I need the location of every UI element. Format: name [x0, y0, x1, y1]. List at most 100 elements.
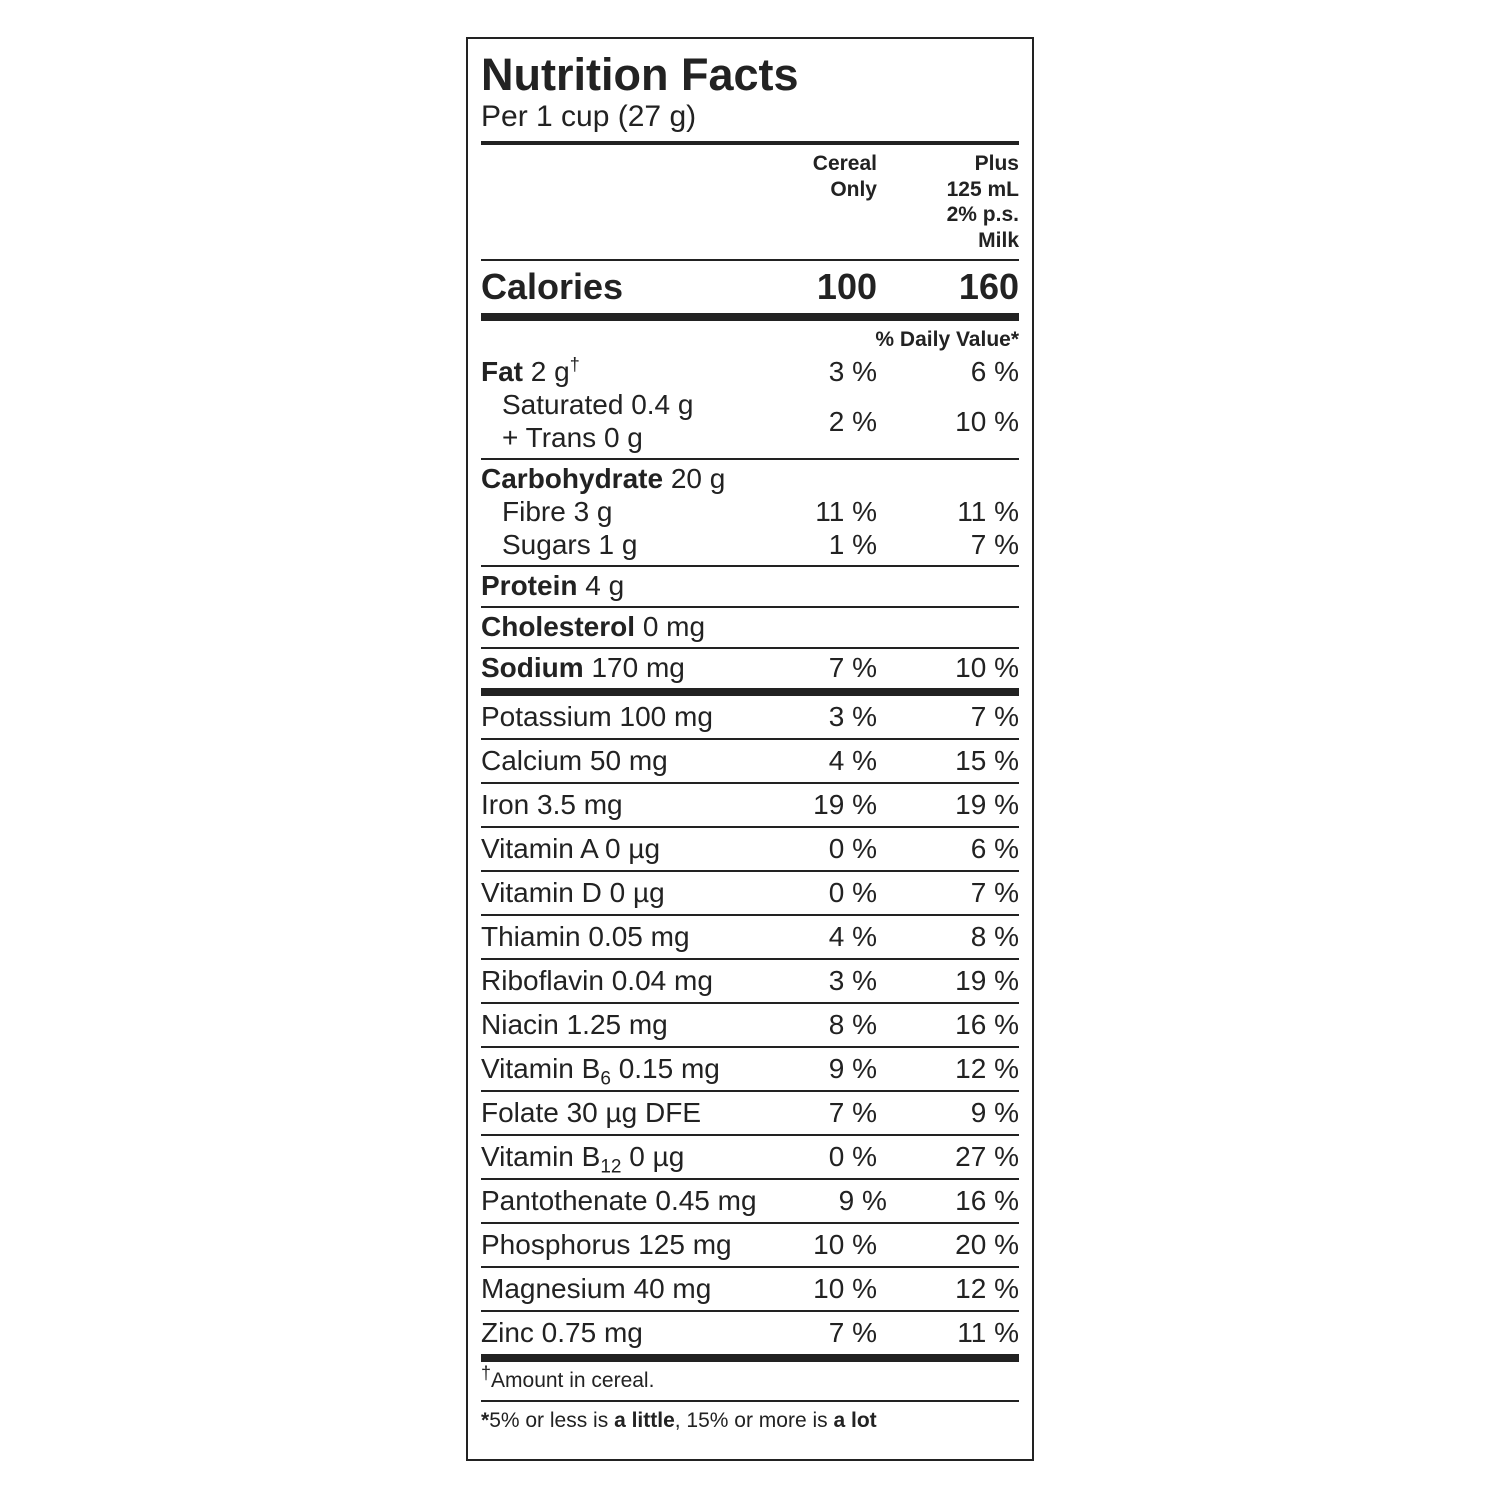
micronutrient-name: Thiamin 0.05 mg — [481, 921, 737, 953]
daily-value: 11 % — [815, 496, 877, 527]
nutrient-row: Saturated 0.4 g + Trans 0 g 2 % 10 % — [481, 388, 1019, 454]
micronutrient-text: Thiamin 0.05 mg — [481, 921, 690, 952]
serving: Per 1 cup (27 g) — [481, 99, 1019, 145]
nutrient-row: Protein 4 g — [481, 569, 1019, 602]
nutrient-name: Fat 2 g† — [481, 355, 737, 388]
micronutrient-text: Niacin 1.25 mg — [481, 1009, 668, 1040]
daily-value-header: % Daily Value* — [875, 328, 1019, 351]
nutrient-section: Sodium 170 mg 7 % 10 % — [481, 649, 1019, 696]
calories-label: Calories — [481, 266, 624, 307]
micronutrient-text: Phosphorus 125 mg — [481, 1229, 732, 1260]
micronutrient-row: Vitamin B6 0.15 mg 9 % 12 % — [481, 1048, 1019, 1092]
daily-value: 19 % — [955, 965, 1019, 996]
column-label: Plus 125 mL 2% p.s. Milk — [877, 151, 1019, 253]
nutrient-row: Carbohydrate 20 g — [481, 462, 1019, 495]
footnote-text: a little — [614, 1409, 675, 1432]
footnote: *5% or less is a little, 15% or more is … — [481, 1402, 1019, 1440]
daily-value: 19 % — [955, 789, 1019, 820]
daily-value: 10 % — [813, 1273, 877, 1304]
micronutrient-row: Phosphorus 125 mg 10 % 20 % — [481, 1224, 1019, 1268]
micronutrient-name: Vitamin D 0 µg — [481, 877, 737, 909]
daily-value: 12 % — [955, 1053, 1019, 1084]
daily-value: 10 % — [813, 1229, 877, 1260]
nutrition-label: Nutrition Facts Per 1 cup (27 g) Cereal O… — [466, 37, 1034, 1461]
daily-value: 9 % — [838, 1185, 887, 1216]
micronutrient-row: Pantothenate 0.45 mg 9 % 16 % — [481, 1180, 1019, 1224]
nutrient-bold: Sodium — [481, 652, 584, 683]
micronutrient-row: Iron 3.5 mg 19 % 19 % — [481, 784, 1019, 828]
column-label-line: 125 mL — [946, 177, 1019, 201]
micronutrient-amount: 0.15 mg — [618, 1053, 720, 1084]
micronutrient-name: Phosphorus 125 mg — [481, 1229, 737, 1261]
nutrient-name: Carbohydrate 20 g — [481, 462, 737, 495]
daily-value: 7 % — [828, 1097, 877, 1128]
micronutrient-text: Zinc 0.75 mg — [481, 1317, 643, 1348]
daily-value: 7 % — [828, 1317, 877, 1348]
micronutrient-row: Magnesium 40 mg 10 % 12 % — [481, 1268, 1019, 1312]
micronutrient-row: Potassium 100 mg 3 % 7 % — [481, 696, 1019, 740]
micronutrient-text: Calcium 50 mg — [481, 745, 668, 776]
daily-value: 9 % — [970, 1097, 1019, 1128]
calories-value: 100 — [816, 266, 877, 307]
daily-value: 7 % — [970, 877, 1019, 908]
micronutrient-text: Iron 3.5 mg — [481, 789, 623, 820]
nutrient-lines: Saturated 0.4 g + Trans 0 g — [502, 388, 737, 454]
micronutrient-row: Niacin 1.25 mg 8 % 16 % — [481, 1004, 1019, 1048]
micronutrient-text: Vitamin B — [481, 1141, 601, 1172]
daily-value: 8 % — [970, 921, 1019, 952]
nutrient-amount: 2 g — [530, 356, 570, 387]
daily-value: 1 % — [828, 529, 877, 560]
micronutrient-row: Vitamin D 0 µg 0 % 7 % — [481, 872, 1019, 916]
nutrient-section: Fat 2 g† 3 % 6 % Saturated 0.4 g + Trans 0 g… — [481, 353, 1019, 460]
nutrient-name: Cholesterol 0 mg — [481, 610, 737, 643]
micronutrient-name: Vitamin B6 0.15 mg — [481, 1053, 737, 1089]
micronutrient-text: Folate 30 µg DFE — [481, 1097, 702, 1128]
column-label-line: 2% p.s. — [946, 203, 1019, 226]
micronutrient-text: Pantothenate 0.45 mg — [481, 1185, 757, 1216]
column-label-line: Plus — [974, 152, 1019, 175]
nutrient-amount: 170 mg — [591, 652, 685, 683]
nutrient-section: Carbohydrate 20 g Fibre 3 g 11 % 11 % Sugars… — [481, 460, 1019, 567]
calories-value: 160 — [958, 266, 1019, 307]
daily-value: 11 % — [957, 1317, 1019, 1348]
micronutrient-name: Vitamin A 0 µg — [481, 833, 737, 865]
nutrient-bold: Cholesterol — [481, 611, 636, 642]
nutrient-row: Sodium 170 mg 7 % 10 % — [481, 651, 1019, 684]
micronutrient-name: Iron 3.5 mg — [481, 789, 737, 821]
nutrient-name: Sodium 170 mg — [481, 651, 737, 684]
micronutrient-row: Thiamin 0.05 mg 4 % 8 % — [481, 916, 1019, 960]
daily-value: 27 % — [955, 1141, 1019, 1172]
calories-row: Calories 100 160 — [481, 261, 1019, 321]
micronutrient-name: Zinc 0.75 mg — [481, 1317, 737, 1349]
nutrient-line: + Trans 0 g — [502, 422, 643, 453]
micronutrient-text: Riboflavin 0.04 mg — [481, 965, 713, 996]
daily-value: 10 % — [955, 652, 1019, 683]
daily-value: 3 % — [828, 356, 877, 387]
nutrient-name: Saturated 0.4 g + Trans 0 g — [481, 388, 737, 454]
footnote-mark: * — [481, 1409, 490, 1432]
nutrient-amount: 4 g — [585, 570, 625, 601]
daily-value: 15 % — [955, 745, 1019, 776]
micronutrient-name: Magnesium 40 mg — [481, 1273, 737, 1305]
daily-value: 7 % — [970, 701, 1019, 732]
nutrient-bold: Protein — [481, 570, 578, 601]
daily-value: 3 % — [828, 701, 877, 732]
nutrient-row: Sugars 1 g 1 % 7 % — [481, 528, 1019, 561]
nutrient-amount: 20 g — [670, 463, 726, 494]
nutrient-name: Protein 4 g — [481, 569, 737, 602]
daily-value: 4 % — [828, 921, 877, 952]
daily-value: 20 % — [955, 1229, 1019, 1260]
footnote-text: 5% or less is — [489, 1409, 615, 1432]
micronutrient-text: Vitamin B — [481, 1053, 601, 1084]
nutrient-row: Fibre 3 g 11 % 11 % — [481, 495, 1019, 528]
daily-value: 0 % — [828, 833, 877, 864]
micronutrient-row: Calcium 50 mg 4 % 15 % — [481, 740, 1019, 784]
daily-value: 10 % — [955, 405, 1019, 437]
title: Nutrition Facts — [481, 49, 799, 100]
micronutrient-row: Riboflavin 0.04 mg 3 % 19 % — [481, 960, 1019, 1004]
daily-value: 2 % — [828, 405, 877, 437]
micronutrient-row: Vitamin A 0 µg 0 % 6 % — [481, 828, 1019, 872]
daily-value: 19 % — [813, 789, 877, 820]
column-label-line: Milk — [978, 228, 1019, 252]
